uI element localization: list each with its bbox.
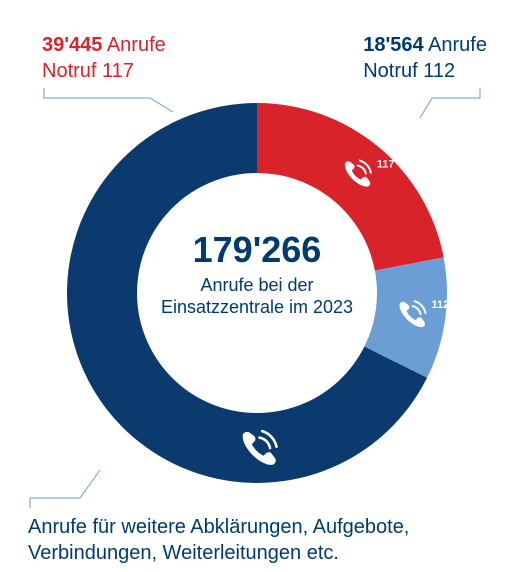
svg-text:112: 112	[432, 299, 450, 311]
center-label: 179'266 Anrufe bei der Einsatzzentrale i…	[147, 230, 367, 319]
leader-line	[30, 470, 100, 508]
leader-line	[420, 88, 480, 118]
svg-text:117: 117	[377, 159, 395, 171]
center-title: 179'266	[147, 230, 367, 270]
leader-line	[44, 88, 173, 112]
label-other: Anrufe für weitere Abklärungen, Aufgebot…	[28, 514, 487, 566]
center-subtitle: Anrufe bei der Einsatzzentrale im 2023	[147, 274, 367, 319]
